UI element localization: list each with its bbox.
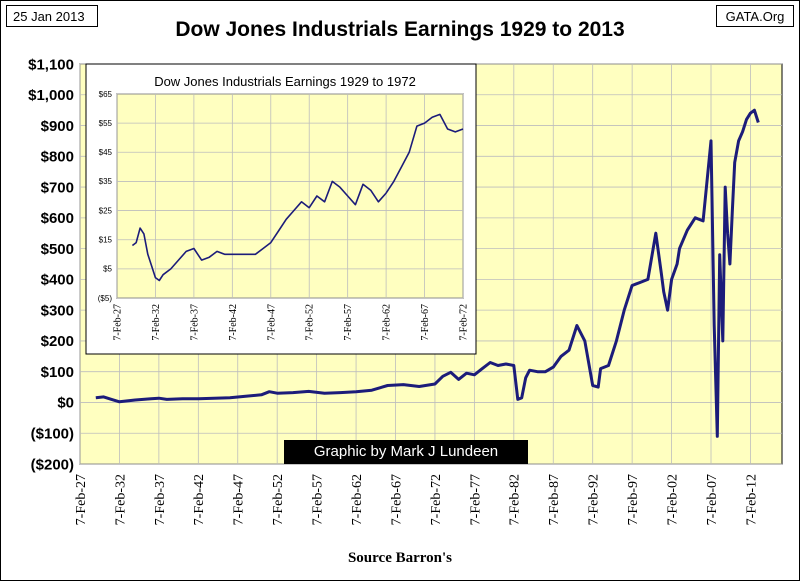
inset-y-tick-label: $45	[99, 148, 113, 157]
inset-x-tick-label: 7-Feb-37	[189, 304, 200, 341]
inset-y-tick-label: $55	[99, 119, 113, 128]
inset-x-tick-label: 7-Feb-72	[459, 304, 470, 341]
main-x-tick-label: 7-Feb-97	[626, 474, 641, 525]
main-x-tick-label: 7-Feb-37	[153, 474, 168, 525]
main-y-tick-label: $200	[41, 333, 74, 350]
inset-y-tick-label: ($5)	[98, 294, 113, 303]
main-x-tick-label: 7-Feb-87	[547, 474, 562, 525]
credit-label: Graphic by Mark J Lundeen	[284, 440, 528, 464]
inset-chart-title: Dow Jones Industrials Earnings 1929 to 1…	[154, 74, 416, 89]
inset-plot-area	[116, 93, 464, 299]
inset-x-tick-label: 7-Feb-67	[420, 304, 431, 341]
main-y-tick-label: $600	[41, 210, 74, 227]
main-x-tick-label: 7-Feb-47	[232, 474, 247, 525]
main-chart-title: Dow Jones Industrials Earnings 1929 to 2…	[175, 18, 625, 41]
main-y-tick-label: $800	[41, 149, 74, 166]
main-x-tick-label: 7-Feb-52	[271, 474, 286, 525]
inset-x-tick-label: 7-Feb-27	[113, 304, 124, 341]
main-x-tick-label: 7-Feb-72	[429, 474, 444, 525]
main-y-tick-label: ($100)	[31, 425, 74, 442]
inset-x-tick-label: 7-Feb-32	[151, 304, 162, 341]
inset-y-tick-label: $35	[99, 177, 113, 186]
main-x-tick-label: 7-Feb-02	[665, 474, 680, 525]
main-y-tick-label: $500	[41, 241, 74, 258]
main-x-tick-label: 7-Feb-67	[389, 474, 404, 525]
main-series-line	[95, 108, 760, 438]
inset-x-tick-label: 7-Feb-47	[266, 304, 277, 341]
main-x-tick-label: 7-Feb-62	[350, 474, 365, 525]
main-y-tick-label: $0	[57, 395, 74, 412]
main-x-tick-label: 7-Feb-12	[744, 474, 759, 525]
main-x-tick-label: 7-Feb-77	[468, 474, 483, 525]
date-label: 25 Jan 2013	[6, 5, 98, 27]
main-y-tick-label: $900	[41, 118, 74, 135]
main-y-tick-label: $100	[41, 364, 74, 381]
inset-group: ($5) $5 $15 $25 $35 $45 $55 $65 7-Feb-27 7-Feb-32…	[98, 90, 470, 341]
main-y-tick-label: ($200)	[31, 456, 74, 473]
main-x-tick-label: 7-Feb-07	[705, 474, 720, 525]
inset-series-line	[131, 113, 464, 282]
inset-x-tick-label: 7-Feb-57	[343, 304, 354, 341]
main-x-tick-label: 7-Feb-27	[74, 474, 89, 525]
inset-y-tick-label: $15	[99, 236, 113, 245]
main-x-tick-label: 7-Feb-57	[311, 474, 326, 525]
inset-y-tick-label: $5	[103, 265, 112, 274]
inset-x-tick-label: 7-Feb-62	[382, 304, 393, 341]
source-caption: Source Barron's	[347, 550, 453, 566]
main-x-tick-label: 7-Feb-42	[192, 474, 207, 525]
main-y-tick-label: $1,100	[28, 56, 74, 73]
inset-y-tick-label: $25	[99, 206, 113, 215]
main-x-tick-label: 7-Feb-32	[113, 474, 128, 525]
main-y-tick-label: $1,000	[28, 87, 74, 104]
main-y-tick-label: $700	[41, 179, 74, 196]
inset-y-tick-label: $65	[99, 90, 113, 99]
inset-x-tick-label: 7-Feb-42	[228, 304, 239, 341]
main-x-tick-label: 7-Feb-92	[587, 474, 602, 525]
main-y-tick-label: $300	[41, 302, 74, 319]
main-y-tick-label: $400	[41, 272, 74, 289]
inset-x-tick-label: 7-Feb-52	[305, 304, 316, 341]
source-site-label: GATA.Org	[716, 5, 794, 27]
main-x-tick-label: 7-Feb-82	[508, 474, 523, 525]
